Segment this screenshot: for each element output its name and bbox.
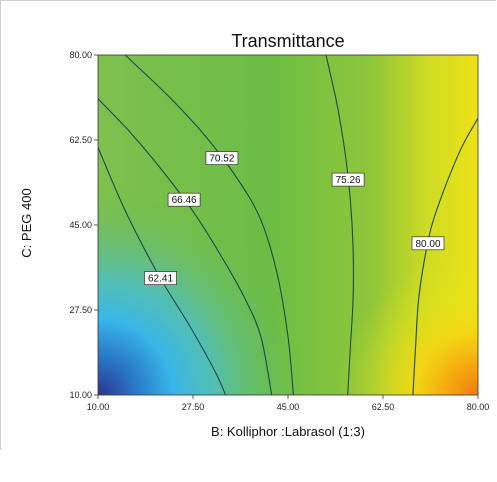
x-tick-label: 80.00 — [467, 402, 490, 412]
x-tick-label: 45.00 — [277, 402, 300, 412]
y-tick-label: 45.00 — [69, 220, 92, 230]
y-tick-label: 80.00 — [69, 50, 92, 60]
contour-label: 80.00 — [415, 239, 440, 250]
contour-line — [98, 147, 227, 395]
contour-label: 70.52 — [209, 154, 234, 165]
y-axis: 10.00 27.50 45.00 62.50 80.00 — [69, 50, 98, 400]
y-tick-label: 62.50 — [69, 135, 92, 145]
x-tick-label: 10.00 — [87, 402, 110, 412]
contour-line — [124, 55, 294, 395]
plot-area — [98, 55, 478, 395]
chart-title: Transmittance — [231, 31, 344, 51]
contour-label: 66.46 — [172, 195, 197, 206]
surface-high-region — [98, 55, 478, 395]
x-tick-label: 62.50 — [372, 402, 395, 412]
x-tick-label: 27.50 — [182, 402, 205, 412]
x-axis: 10.00 27.50 45.00 62.50 80.00 — [87, 395, 490, 412]
contour-label: 62.41 — [148, 274, 173, 285]
x-axis-label: B: Kolliphor :Labrasol (1:3) — [211, 424, 365, 439]
contour-label-box — [205, 151, 239, 165]
contour-label-box — [411, 236, 445, 251]
contour-lines — [98, 55, 478, 395]
contour-label-box — [144, 271, 177, 285]
contour-labels: 62.41 66.46 70.52 75.26 80.00 — [144, 151, 445, 285]
contour-label: 75.26 — [336, 175, 361, 186]
contour-line — [98, 98, 273, 395]
y-tick-label: 10.00 — [69, 390, 92, 400]
contour-line — [325, 55, 355, 395]
y-axis-label: C: PEG 400 — [19, 188, 34, 257]
contour-label-box — [167, 192, 201, 207]
y-tick-label: 27.50 — [69, 305, 92, 315]
contour-label-box — [331, 172, 365, 187]
